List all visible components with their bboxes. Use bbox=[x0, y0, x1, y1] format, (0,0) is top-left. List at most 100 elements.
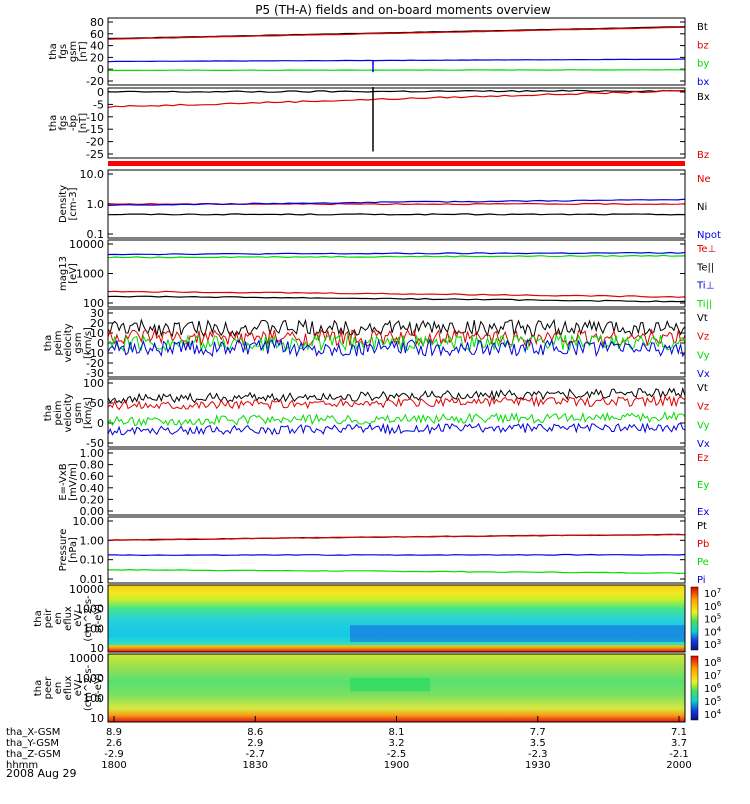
y-tick-label: 0.80 bbox=[80, 459, 105, 472]
series-line-Bz bbox=[107, 89, 686, 109]
x-tick-label: 3.2 bbox=[389, 738, 405, 749]
series-line-Pe bbox=[108, 568, 686, 575]
series-line-Vy bbox=[107, 410, 686, 427]
x-tick-label: 2.9 bbox=[247, 738, 263, 749]
colorbar-exponent: 5 bbox=[717, 613, 721, 621]
x-tick-label: 1930 bbox=[525, 760, 550, 771]
legend-entry: Vz bbox=[697, 332, 709, 343]
legend-entry: Ey bbox=[697, 480, 709, 491]
colorbar-exponent: 7 bbox=[717, 587, 721, 595]
panel-frame bbox=[107, 169, 686, 239]
y-tick-label: 20 bbox=[90, 51, 104, 64]
y-axis-label-line: en bbox=[53, 682, 64, 695]
x-tick-label: 3.7 bbox=[671, 738, 687, 749]
series-line-Vt bbox=[107, 386, 686, 404]
y-tick-label: 0.20 bbox=[80, 493, 105, 506]
panel-vel_i: 100 50 0 -50 tha peim velocity gsm [km/s] Vt Vz Vy V… bbox=[43, 377, 710, 450]
y-axis-label-line: (cm^2-s- bbox=[83, 664, 94, 711]
panel-frame bbox=[107, 448, 686, 516]
y-tick-label: 0.40 bbox=[80, 482, 105, 495]
colorbar-exponent: 5 bbox=[717, 695, 721, 703]
y-tick-label: 1000 bbox=[76, 603, 104, 616]
x-axis-row-label: tha_Y-GSM bbox=[6, 738, 59, 749]
y-axis-label-line: eV/ bbox=[73, 679, 84, 696]
y-axis-label-line: gsm bbox=[73, 402, 84, 423]
y-axis-label-line: tha bbox=[33, 680, 44, 696]
colorbar-label: 108 bbox=[704, 656, 721, 669]
y-tick-label: 0 bbox=[97, 86, 104, 99]
legend-entry: Pb bbox=[697, 539, 709, 550]
colorbar-label: 105 bbox=[704, 695, 721, 708]
y-axis-label: tha peer en eflux eV/(cm^2-s-sr-eV) bbox=[33, 664, 104, 711]
series-line-Pi bbox=[108, 553, 686, 557]
legend-entry: Vz bbox=[697, 402, 709, 413]
panel-frame bbox=[107, 516, 686, 584]
x-tick-label: -2.7 bbox=[245, 749, 265, 760]
colorbar-label: 104 bbox=[704, 625, 722, 638]
legend-entry: Bt bbox=[697, 22, 708, 33]
y-tick-label: 20 bbox=[90, 317, 104, 330]
y-tick-label: 10000 bbox=[69, 652, 104, 665]
colorbar-label: 107 bbox=[704, 587, 721, 600]
panel-frame bbox=[107, 87, 686, 159]
series-line-Vx bbox=[107, 338, 686, 358]
y-tick-label: 0 bbox=[97, 63, 104, 76]
x-tick-label: 3.5 bbox=[530, 738, 546, 749]
x-tick-label: 7.1 bbox=[671, 727, 687, 738]
heatmap-low-region bbox=[350, 625, 685, 642]
y-axis-label-line: en bbox=[53, 612, 64, 625]
legend-entry: Ez bbox=[697, 453, 709, 464]
y-tick-label: 60 bbox=[90, 28, 104, 41]
y-tick-label: 1000 bbox=[76, 672, 104, 685]
y-axis-label-line: velocity bbox=[63, 323, 74, 362]
colorbar-exponent: 3 bbox=[717, 638, 721, 646]
colorbar-label: 105 bbox=[704, 613, 721, 626]
y-axis-label-line: tha bbox=[48, 115, 59, 131]
y-tick-label: 50 bbox=[90, 397, 104, 410]
y-tick-label: -15 bbox=[86, 123, 104, 136]
heatmap-mid-region bbox=[350, 677, 430, 692]
legend-entry: Ti⊥ bbox=[696, 281, 714, 292]
series-line-Vt bbox=[107, 318, 686, 338]
date-label: 2008 Aug 29 bbox=[6, 767, 76, 780]
x-tick-label: 7.7 bbox=[530, 727, 546, 738]
series-line-Ti|| bbox=[107, 254, 686, 259]
y-tick-label: 0 bbox=[97, 337, 104, 350]
x-tick-label: 8.1 bbox=[389, 727, 405, 738]
y-tick-label: -20 bbox=[86, 357, 104, 370]
y-axis-label-line: sr-eV) bbox=[93, 673, 104, 702]
legend-entry: Vt bbox=[697, 383, 708, 394]
x-axis-row-label: tha_X-GSM bbox=[6, 727, 60, 738]
y-axis-label-line: tha bbox=[43, 335, 54, 351]
y-axis-label-line: gsm bbox=[73, 332, 84, 353]
y-axis-label-line: E=-VxB bbox=[58, 463, 69, 500]
colorbar-label: 107 bbox=[704, 669, 721, 682]
y-tick-label: 100 bbox=[83, 297, 104, 310]
legend-entry: Pi bbox=[697, 575, 706, 586]
colorbar-label: 103 bbox=[704, 638, 721, 651]
legend-entry: Ne bbox=[697, 174, 711, 185]
y-axis-label-line: peim bbox=[53, 330, 64, 355]
panel-frame bbox=[107, 584, 686, 653]
y-tick-label: 0.1 bbox=[87, 228, 105, 241]
y-axis-label: mag13 [eV] bbox=[58, 256, 79, 291]
panel-efield: 1.000.800.600.400.200.00E=-VxB [mV/m]EzEy… bbox=[58, 447, 709, 518]
y-axis-label-line: peir bbox=[43, 608, 54, 628]
legend-entry: Npot bbox=[697, 230, 721, 241]
y-tick-label: 1.00 bbox=[80, 447, 105, 460]
y-axis-label: tha peim velocity gsm [km/s] bbox=[43, 323, 94, 362]
legend-entry: Vy bbox=[697, 350, 710, 361]
y-axis-label-line: fgs bbox=[58, 44, 69, 59]
legend-entry: bx bbox=[697, 77, 709, 88]
x-tick-label: 8.6 bbox=[247, 727, 263, 738]
y-tick-label: 40 bbox=[90, 40, 104, 53]
legend-entry: by bbox=[697, 59, 709, 70]
x-tick-label: -2.9 bbox=[104, 749, 124, 760]
y-tick-label: 0.00 bbox=[80, 505, 105, 518]
y-axis-label: Density [cm-3] bbox=[58, 185, 79, 223]
series-line-Te|| bbox=[107, 295, 686, 303]
